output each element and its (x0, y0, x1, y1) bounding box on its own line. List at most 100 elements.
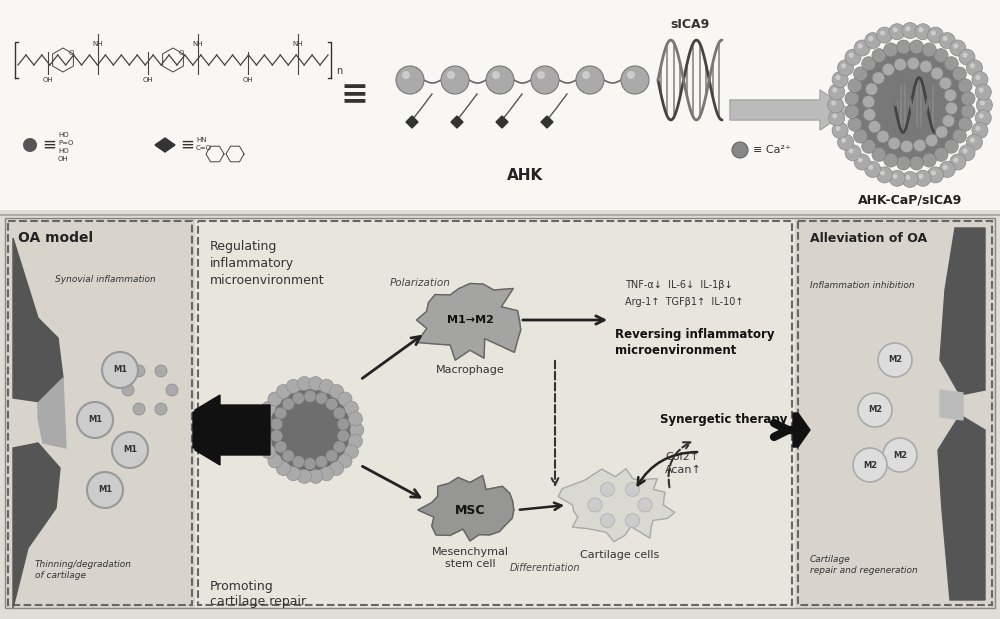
Circle shape (961, 92, 975, 105)
Text: Alleviation of OA: Alleviation of OA (810, 232, 927, 245)
Circle shape (337, 430, 349, 442)
Circle shape (492, 71, 500, 79)
Circle shape (883, 78, 937, 132)
Circle shape (962, 149, 967, 154)
Text: n: n (336, 66, 342, 76)
Circle shape (486, 66, 514, 94)
Circle shape (849, 149, 854, 154)
Circle shape (862, 57, 876, 71)
Polygon shape (13, 238, 63, 403)
Circle shape (907, 58, 919, 69)
Bar (798, 221, 992, 605)
Circle shape (931, 30, 936, 35)
Circle shape (918, 174, 923, 179)
Circle shape (927, 27, 943, 43)
Circle shape (907, 102, 913, 108)
Polygon shape (940, 390, 963, 420)
Text: Cartilage
repair and regeneration: Cartilage repair and regeneration (810, 555, 918, 575)
Circle shape (915, 24, 931, 40)
Circle shape (305, 425, 315, 435)
Circle shape (262, 444, 276, 459)
Circle shape (868, 165, 873, 170)
Circle shape (848, 79, 862, 93)
Circle shape (944, 89, 956, 102)
Circle shape (958, 79, 972, 93)
Circle shape (276, 384, 290, 399)
Circle shape (348, 434, 362, 448)
Circle shape (531, 66, 559, 94)
Circle shape (447, 71, 455, 79)
Circle shape (892, 87, 928, 123)
Circle shape (877, 167, 893, 183)
Circle shape (934, 48, 948, 63)
Circle shape (576, 66, 604, 94)
Text: Col2↑
Acan↑: Col2↑ Acan↑ (665, 452, 702, 475)
Circle shape (980, 100, 985, 105)
Circle shape (282, 450, 294, 462)
Text: HN: HN (196, 137, 207, 143)
Text: Thinning/degradation
of cartilage: Thinning/degradation of cartilage (35, 560, 132, 580)
Circle shape (863, 96, 875, 108)
Circle shape (829, 84, 845, 100)
Polygon shape (13, 443, 60, 608)
Circle shape (882, 64, 894, 76)
Circle shape (872, 48, 886, 63)
Text: Synovial inflammation: Synovial inflammation (55, 275, 156, 285)
Circle shape (102, 352, 138, 388)
Circle shape (309, 469, 323, 483)
Circle shape (828, 97, 844, 113)
Circle shape (904, 99, 916, 111)
Circle shape (854, 67, 868, 81)
Circle shape (845, 145, 861, 161)
Circle shape (906, 175, 910, 180)
Circle shape (953, 157, 958, 163)
Circle shape (845, 49, 861, 65)
Circle shape (344, 444, 358, 459)
Text: P=O: P=O (58, 140, 73, 146)
Circle shape (914, 139, 926, 152)
Circle shape (936, 126, 948, 138)
Text: TNF-α↓  IL-6↓  IL-1β↓: TNF-α↓ IL-6↓ IL-1β↓ (625, 280, 733, 290)
Text: ≡: ≡ (180, 136, 194, 154)
Circle shape (301, 421, 319, 439)
Circle shape (896, 40, 910, 54)
Circle shape (258, 412, 272, 426)
Circle shape (906, 26, 910, 31)
Circle shape (868, 36, 873, 41)
Circle shape (396, 66, 424, 94)
Circle shape (856, 51, 964, 159)
Bar (0, 210, 1000, 619)
Circle shape (330, 384, 344, 399)
Circle shape (872, 72, 884, 84)
Circle shape (934, 147, 948, 162)
Circle shape (853, 48, 967, 162)
Circle shape (959, 145, 975, 161)
Circle shape (950, 154, 966, 170)
Circle shape (858, 43, 863, 48)
Circle shape (854, 129, 868, 143)
Circle shape (854, 154, 870, 170)
Circle shape (858, 393, 892, 427)
Text: NH: NH (193, 41, 203, 47)
Circle shape (626, 514, 640, 527)
Circle shape (939, 162, 955, 178)
Circle shape (889, 170, 905, 186)
Circle shape (874, 69, 946, 141)
Circle shape (350, 423, 364, 437)
Text: NH: NH (293, 41, 303, 47)
Text: OH: OH (43, 77, 53, 83)
Polygon shape (406, 116, 418, 128)
Polygon shape (496, 116, 508, 128)
Circle shape (893, 27, 898, 32)
Circle shape (976, 97, 992, 113)
Text: Inflammation inhibition: Inflammation inhibition (810, 280, 915, 290)
Circle shape (832, 87, 837, 93)
Text: M2: M2 (863, 461, 877, 469)
Circle shape (961, 105, 975, 119)
Text: M1: M1 (98, 485, 112, 495)
Text: Reversing inflammatory
microenvironment: Reversing inflammatory microenvironment (615, 328, 774, 357)
Circle shape (970, 63, 975, 68)
Circle shape (845, 92, 859, 105)
Circle shape (944, 57, 958, 71)
Circle shape (841, 137, 846, 143)
